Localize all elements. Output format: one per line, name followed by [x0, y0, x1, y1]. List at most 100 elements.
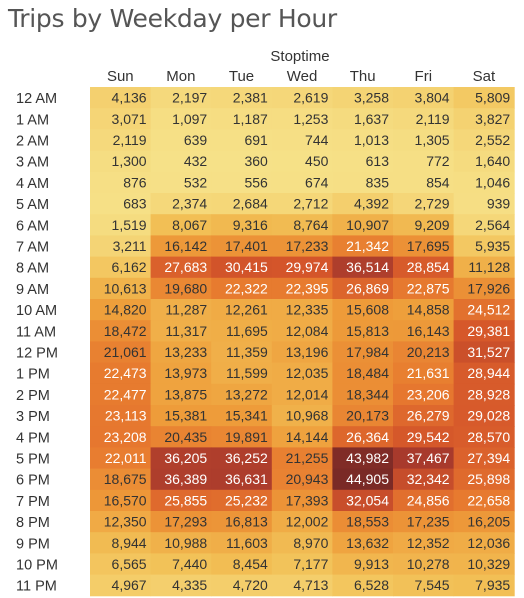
row-label: 4 AM: [16, 176, 49, 192]
heatmap-cell: [150, 426, 212, 448]
heatmap-cell: [393, 193, 455, 215]
cell-value-label: 14,820: [104, 302, 147, 318]
heatmap-cell: [453, 511, 515, 533]
cell-value-label: 3,804: [415, 90, 450, 106]
heatmap-cell: [453, 193, 515, 215]
row-label: 1 AM: [16, 112, 49, 128]
heatmap-cell: [211, 532, 273, 554]
heatmap-cell: [271, 362, 333, 385]
row-label: 12 PM: [16, 346, 58, 362]
row-labels: 12 AM 1 AM 2 AM 3 AM 4 AM 5 AM 6 AM 7 AM 8 AM 9 A…: [16, 91, 58, 595]
row-label: 11 PM: [16, 579, 57, 595]
cell-value-label: 13,973: [164, 365, 207, 381]
cell-value-label: 1,253: [293, 111, 328, 127]
heatmap-cell: [150, 447, 212, 470]
cell-value-label: 1,305: [415, 132, 450, 148]
cell-value-label: 11,317: [165, 323, 207, 339]
heatmap-cell: [453, 574, 515, 597]
cell-value-label: 10,329: [467, 556, 510, 572]
cell-value-label: 12,084: [286, 323, 329, 339]
cell-value-label: 939: [487, 196, 511, 212]
cell-value-label: 2,197: [172, 90, 207, 106]
heatmap-cell: [393, 447, 455, 470]
cell-value-label: 5,809: [475, 90, 510, 106]
cell-value-label: 36,631: [225, 471, 268, 487]
cell-value-label: 2,381: [233, 90, 268, 106]
cell-value-label: 16,205: [467, 514, 510, 530]
cell-value-label: 1,519: [112, 217, 147, 233]
heatmap-cell: [271, 129, 333, 152]
row-label: 3 AM: [16, 155, 49, 171]
cell-value-label: 29,974: [286, 259, 329, 275]
heatmap-cell: [211, 193, 273, 215]
heatmap-cell: [271, 341, 333, 364]
heatmap-cell: [332, 235, 394, 258]
cell-value-label: 4,967: [112, 577, 147, 593]
heatmap-cell: [211, 489, 273, 512]
heatmap-cell: [150, 235, 212, 258]
cell-value-label: 1,046: [475, 174, 510, 190]
cell-value-label: 691: [244, 132, 268, 148]
cell-value-label: 674: [305, 174, 329, 190]
heatmap-cell: [393, 405, 455, 427]
heatmap-cell: [271, 489, 333, 512]
heatmap-cell: [453, 214, 515, 236]
cell-value-label: 18,344: [346, 386, 389, 402]
heatmap-cell: [393, 341, 455, 364]
cell-value-label: 639: [184, 132, 208, 148]
cell-value-label: 27,683: [164, 259, 207, 275]
heatmap-cell: [211, 235, 273, 258]
cell-value-label: 2,119: [113, 132, 147, 148]
heatmap-cell: [211, 150, 273, 173]
heatmap-cell: [90, 193, 152, 215]
cell-value-label: 6,162: [112, 259, 147, 275]
cell-value-label: 18,675: [104, 471, 147, 487]
cell-value-label: 37,467: [407, 450, 450, 466]
heatmap-cell: [332, 426, 394, 448]
cell-value-label: 26,869: [346, 280, 389, 296]
heatmap-cell: [332, 511, 394, 533]
cell-value-label: 15,608: [346, 302, 389, 318]
heatmap-cell: [211, 447, 273, 470]
cell-value-label: 12,002: [286, 514, 329, 530]
heatmap-cell: [271, 150, 333, 173]
cell-value-label: 556: [244, 174, 268, 190]
cell-value-label: 22,477: [104, 386, 147, 402]
cell-value-label: 22,875: [407, 280, 450, 296]
heatmap-cell: [90, 214, 152, 236]
cell-value-label: 30,415: [225, 259, 268, 275]
cell-value-label: 11,603: [226, 535, 268, 551]
heatmap-cell: [90, 171, 152, 194]
heatmap-cell: [393, 108, 455, 130]
cell-value-label: 8,944: [112, 535, 147, 551]
heatmap-cell: [332, 405, 394, 427]
heatmap-cell: [90, 235, 152, 258]
heatmap-cell: [90, 489, 152, 512]
heatmap-cell: [453, 341, 515, 364]
heatmap-cell: [150, 150, 212, 173]
column-label: Fri: [415, 68, 433, 85]
row-label: 10 PM: [16, 558, 58, 574]
row-label: 3 PM: [16, 409, 50, 425]
cell-value-label: 2,729: [415, 196, 450, 212]
cell-value-label: 28,854: [407, 259, 450, 275]
row-label: 9 AM: [16, 282, 49, 298]
heatmap-cell: [150, 171, 212, 194]
heatmap-cell: [211, 299, 273, 321]
heatmap-cell: [332, 362, 394, 385]
cell-value-label: 23,208: [104, 429, 147, 445]
cell-value-label: 16,813: [225, 514, 268, 530]
cell-value-label: 20,435: [164, 429, 207, 445]
heatmap-cell: [150, 87, 212, 109]
row-label: 8 AM: [16, 261, 49, 277]
cell-value-label: 21,255: [286, 450, 329, 466]
heatmap-cell: [453, 108, 515, 130]
cell-value-label: 12,036: [467, 535, 510, 551]
cell-value-label: 2,374: [172, 196, 207, 212]
chart-title: Trips by Weekday per Hour: [8, 4, 337, 33]
heatmap-cell: [271, 468, 333, 491]
heatmap-cell: [271, 108, 333, 130]
cell-value-label: 4,713: [293, 577, 328, 593]
column-label: Sat: [473, 68, 496, 85]
cell-value-label: 7,545: [415, 577, 450, 593]
